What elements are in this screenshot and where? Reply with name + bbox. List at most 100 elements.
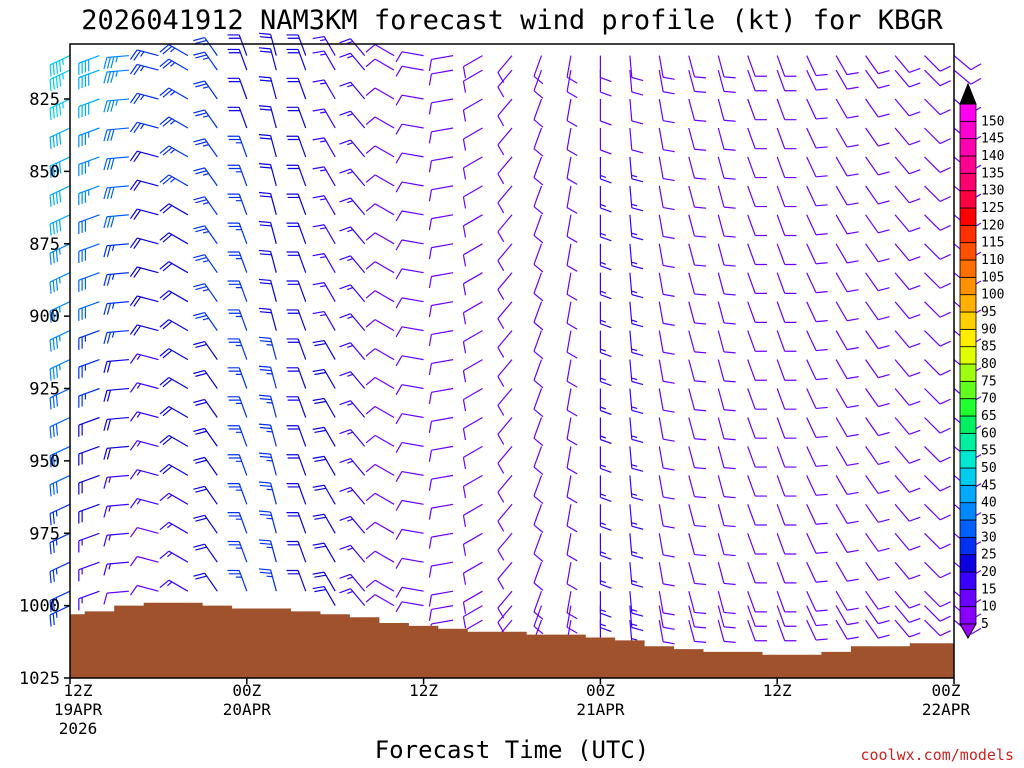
wind-barb (193, 167, 218, 187)
wind-barb (924, 127, 951, 145)
wind-barb (894, 55, 921, 74)
wind-barb (599, 214, 612, 242)
wind-barb (629, 388, 644, 415)
wind-barb (286, 164, 307, 187)
wind-barb (894, 185, 921, 204)
wind-barb (78, 243, 100, 264)
wind-barb (533, 446, 544, 476)
wind-barb (924, 619, 951, 637)
wind-barb (497, 446, 513, 474)
wind-barb (258, 163, 277, 187)
wind-barb (129, 411, 159, 422)
wind-barb (806, 417, 828, 439)
wind-barb (129, 584, 159, 596)
wind-barb (395, 355, 424, 367)
wind-barb (227, 425, 248, 447)
wind-barb (49, 359, 71, 381)
colorbar-swatch (959, 606, 977, 625)
wind-barb (193, 369, 218, 389)
wind-barb (688, 127, 707, 151)
wind-barb (688, 562, 707, 586)
wind-barb (286, 77, 307, 100)
wind-barb (428, 445, 454, 462)
colorbar-swatch (959, 450, 977, 469)
wind-barb (339, 52, 366, 71)
wind-barb (103, 243, 129, 258)
wind-barb (835, 272, 859, 293)
credit-link[interactable]: coolwx.com/models (860, 746, 1014, 764)
wind-barb (428, 272, 454, 289)
wind-barb (365, 145, 395, 158)
wind-barb (865, 69, 890, 89)
wind-barb (312, 455, 336, 476)
wind-barb (658, 475, 675, 500)
wind-barb (894, 330, 921, 349)
wind-barb (258, 307, 277, 331)
wind-barb (776, 417, 797, 439)
wind-barb (533, 301, 544, 331)
colorbar-label: 150 (981, 114, 1004, 129)
plot-frame (69, 43, 955, 679)
wind-barb (497, 532, 513, 561)
wind-barb (835, 475, 859, 496)
wind-barb (688, 475, 707, 499)
x-tick-date: 20APR (223, 700, 272, 719)
wind-barb (924, 156, 951, 174)
wind-barb (339, 284, 366, 303)
wind-barb (395, 181, 424, 193)
wind-barb (894, 446, 921, 464)
wind-barb (78, 98, 100, 119)
wind-barb (806, 605, 828, 627)
colorbar-swatch (959, 207, 977, 226)
wind-barb (78, 387, 100, 408)
wind-barb (227, 280, 248, 302)
colorbar-swatch (959, 155, 977, 174)
wind-barb (806, 98, 828, 120)
wind-barb (865, 532, 890, 552)
wind-barb (747, 388, 767, 410)
wind-barb (193, 225, 218, 245)
wind-barb (806, 590, 828, 612)
wind-barb (339, 588, 366, 606)
wind-barb (159, 174, 189, 187)
wind-barb (835, 185, 859, 206)
wind-barb (103, 532, 129, 547)
wind-barb (462, 532, 483, 556)
x-tick-year: 2026 (59, 719, 98, 738)
wind-barb (193, 311, 218, 331)
wind-barb (688, 98, 707, 122)
wind-barb (533, 156, 544, 186)
wind-barb (129, 382, 159, 393)
wind-barb (747, 214, 767, 237)
wind-barb (365, 405, 395, 419)
wind-barb (49, 330, 71, 352)
wind-barb (566, 301, 578, 330)
wind-barb (835, 156, 859, 177)
wind-barb (395, 413, 424, 425)
y-tick-label: 975 (29, 524, 60, 544)
wind-barb (533, 330, 544, 360)
wind-barb (865, 243, 890, 263)
wind-barb (49, 272, 71, 294)
wind-barb (428, 55, 454, 72)
wind-barb (688, 330, 707, 354)
wind-barb (258, 423, 277, 447)
wind-barb (365, 203, 395, 216)
y-tick-label: 825 (29, 90, 60, 110)
wind-barb (227, 106, 248, 129)
wind-barb (78, 214, 100, 235)
colorbar-swatch (959, 346, 977, 365)
wind-barb (103, 98, 129, 113)
wind-barb (776, 330, 797, 352)
x-tick-date: 22APR (922, 700, 971, 719)
wind-barb (462, 185, 483, 209)
colorbar-over-arrow (959, 82, 977, 105)
colorbar-swatch (959, 398, 977, 417)
wind-barb (566, 446, 578, 475)
colorbar-label: 50 (981, 461, 997, 476)
wind-barb (566, 272, 578, 301)
wind-barb (658, 69, 675, 95)
wind-barb (533, 388, 544, 418)
colorbar-swatch (959, 519, 977, 538)
colorbar-label: 125 (981, 201, 1004, 216)
